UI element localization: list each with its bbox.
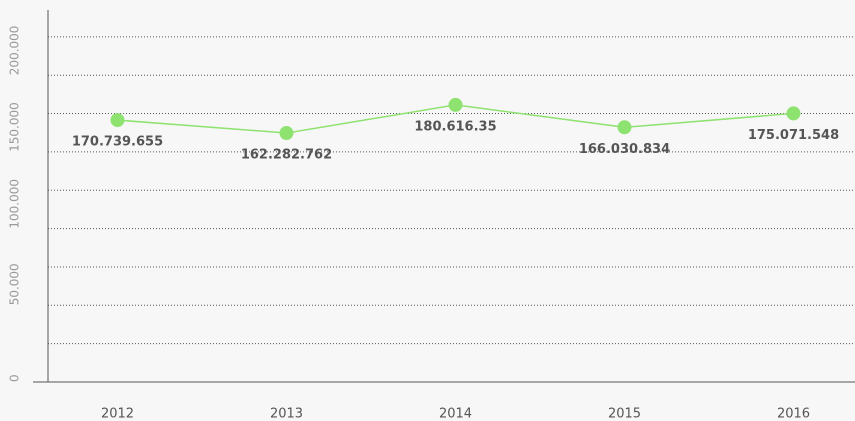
point [448,97,463,112]
point [279,126,294,141]
y-tick-label: 100.000 [8,179,22,229]
x-tick-label: 2014 [439,407,472,421]
value-label: 170.739.655 [72,135,163,150]
y-tick-label: 200.000 [8,26,22,76]
x-tick-label: 2012 [101,407,134,421]
point [110,113,125,128]
value-label: 166.030.834 [579,142,670,157]
value-label: 175.071.548 [748,128,839,143]
x-tick-label: 2016 [777,407,810,421]
y-tick-label: 150.000 [8,102,22,152]
y-tick-label: 50.000 [8,263,22,305]
x-tick-label: 2013 [270,407,303,421]
y-tick-label: 0 [8,374,22,382]
point [786,106,801,121]
point [617,120,632,135]
value-label: 162.282.762 [241,148,332,163]
x-tick-label: 2015 [608,407,641,421]
value-label: 180.616.35 [414,119,496,134]
